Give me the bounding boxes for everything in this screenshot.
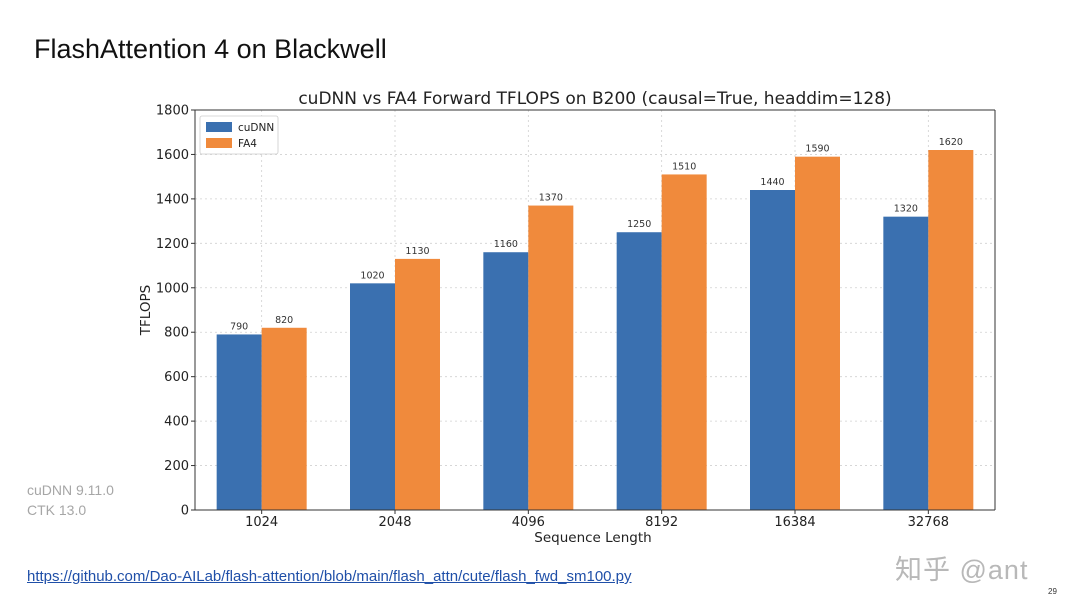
bar-value-label: 1510 [672,161,696,172]
bar-value-label: 1250 [627,219,651,230]
y-tick-label: 1600 [156,148,189,163]
y-tick-label: 800 [164,326,189,341]
x-tick-label: 32768 [908,515,949,530]
y-tick-label: 400 [164,415,189,430]
bar-fa4-2048 [395,258,440,510]
bar-value-label: 790 [230,321,248,332]
bar-cudnn-1024 [216,334,262,510]
bar-cudnn-4096 [483,252,529,510]
bar-value-label: 1020 [360,270,384,281]
bar-cudnn-8192 [616,232,662,510]
legend-label-fa4: FA4 [238,138,257,150]
bar-cudnn-32768 [883,216,929,510]
y-tick-label: 600 [164,370,189,385]
env-line-ctk: CTK 13.0 [27,502,87,518]
chart-title: cuDNN vs FA4 Forward TFLOPS on B200 (cau… [298,89,891,109]
bar-fa4-16384 [795,156,840,510]
x-tick-label: 8192 [645,515,678,530]
legend-label-cudnn: cuDNN [238,122,274,134]
env-line-cudnn: cuDNN 9.11.0 [27,482,114,498]
bar-value-label: 1440 [760,177,784,188]
legend-swatch-cudnn [206,122,232,132]
y-tick-label: 0 [181,504,189,519]
slide-title: FlashAttention 4 on Blackwell [34,34,387,64]
bar-value-label: 1370 [539,193,563,204]
x-tick-label: 1024 [245,515,278,530]
bar-cudnn-2048 [350,283,395,510]
bar-fa4-8192 [661,174,707,510]
environment-note: cuDNN 9.11.0 CTK 13.0 [27,480,114,520]
bar-value-label: 1130 [405,246,429,257]
bar-cudnn-16384 [750,190,795,510]
bar-fa4-1024 [261,327,307,510]
bar-fa4-32768 [928,150,974,510]
y-tick-label: 200 [164,459,189,474]
x-axis-label: Sequence Length [534,530,651,546]
bar-value-label: 1590 [805,144,829,155]
bar-value-label: 1160 [494,239,518,250]
bar-value-label: 1620 [939,137,963,148]
x-tick-label: 2048 [378,515,411,530]
x-tick-label: 4096 [512,515,545,530]
bar-value-label: 1320 [894,204,918,215]
y-tick-label: 1800 [156,104,189,119]
x-tick-label: 16384 [774,515,815,530]
bar-value-label: 820 [275,315,293,326]
y-axis-label: TFLOPS [138,285,154,336]
watermark: 知乎 @ant [895,555,1029,585]
y-tick-label: 1200 [156,237,189,252]
y-tick-label: 1000 [156,281,189,296]
legend-swatch-fa4 [206,138,232,148]
bar-fa4-4096 [528,205,574,511]
page-number: 29 [1048,587,1057,596]
y-tick-label: 1400 [156,192,189,207]
source-link[interactable]: https://github.com/Dao-AILab/flash-atten… [27,568,632,585]
